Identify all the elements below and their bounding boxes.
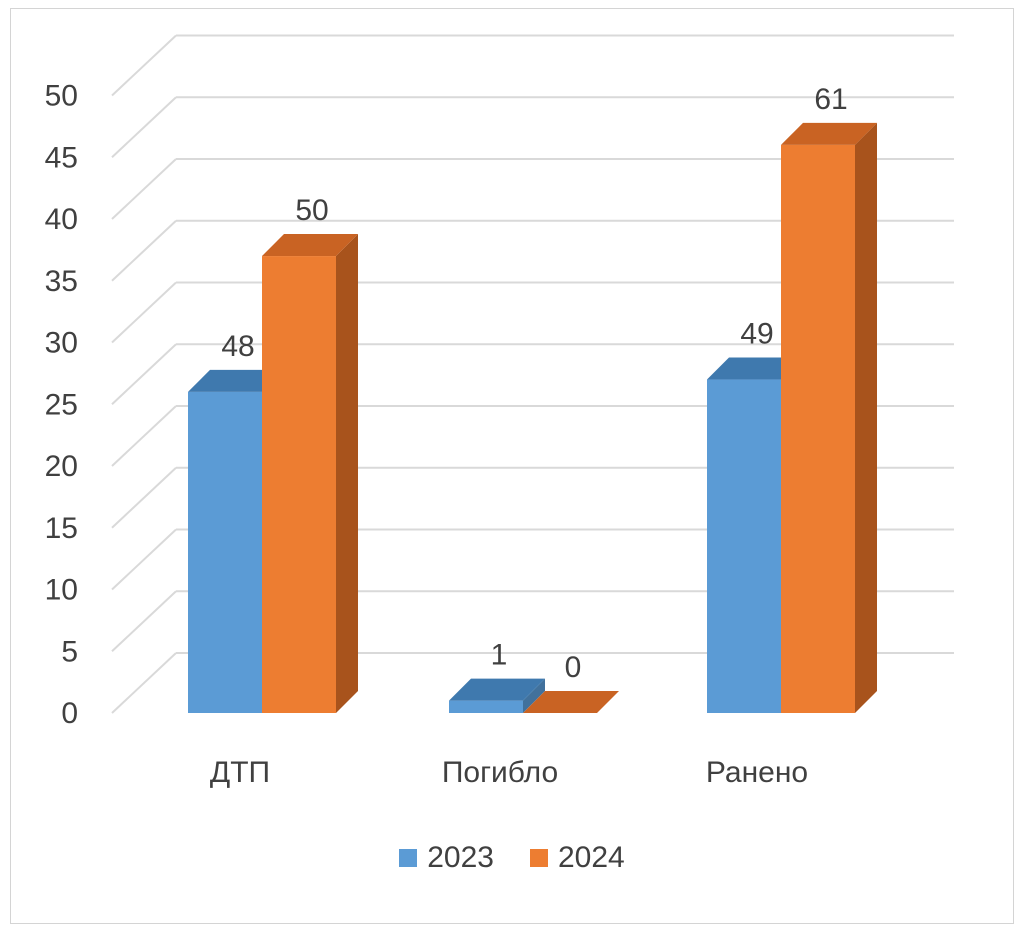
bar-top — [707, 357, 803, 380]
legend-swatch-2023 — [399, 849, 418, 867]
gridline-diagonal — [111, 343, 177, 405]
legend-label-2023: 2023 — [427, 841, 494, 874]
y-tick-label: 15 — [45, 512, 78, 545]
legend-item-2024: 2024 — [530, 841, 625, 875]
bar-front — [781, 144, 855, 713]
data-label: 48 — [221, 330, 254, 363]
bars — [188, 122, 877, 714]
data-label: 50 — [295, 194, 328, 227]
bar — [449, 678, 545, 713]
y-axis: 0 5 10 15 20 25 30 35 40 45 50 — [45, 80, 78, 731]
gridline-diagonal — [111, 220, 177, 282]
bar-top — [262, 234, 358, 257]
data-label: 49 — [740, 318, 773, 351]
y-tick-label: 40 — [45, 203, 78, 236]
legend: 2023 2024 — [0, 838, 1024, 878]
gridline-diagonal — [111, 281, 177, 344]
y-tick-label: 10 — [45, 574, 78, 607]
bar-side — [336, 234, 358, 714]
x-category-label: ДТП — [210, 756, 270, 789]
x-category-label: Погибло — [442, 756, 558, 789]
bar-front — [262, 256, 336, 713]
bar-top — [188, 369, 284, 392]
bar-top — [449, 678, 545, 701]
y-tick-label: 25 — [45, 388, 78, 421]
gridline-diagonal — [111, 590, 177, 652]
y-tick-label: 35 — [45, 265, 78, 298]
bar — [262, 234, 358, 714]
y-tick-label: 45 — [45, 141, 78, 174]
data-label: 1 — [491, 639, 508, 672]
x-category-label: Ранено — [706, 756, 808, 789]
bar-side — [523, 678, 545, 713]
y-tick-label: 0 — [61, 697, 78, 730]
y-tick-label: 30 — [45, 327, 78, 360]
x-axis: ДТП Погибло Ранено — [210, 756, 808, 789]
y-tick-label: 20 — [45, 450, 78, 483]
gridline-diagonal — [111, 96, 177, 158]
gridline-diagonal — [111, 34, 177, 97]
data-label: 0 — [565, 651, 582, 684]
gridline-diagonal — [111, 467, 177, 529]
y-tick-label: 5 — [61, 635, 78, 668]
gridline-diagonal — [111, 405, 177, 467]
legend-label-2024: 2024 — [558, 841, 625, 874]
y-tick-label: 50 — [45, 80, 78, 113]
bar-front — [449, 700, 523, 713]
gridline-diagonal — [111, 652, 177, 714]
bar-side — [855, 122, 877, 713]
data-label: 61 — [814, 83, 847, 116]
data-labels: 48 50 1 0 49 61 — [221, 83, 847, 684]
bar — [781, 122, 877, 713]
bar-front — [707, 379, 781, 713]
gridline-diagonal — [111, 158, 177, 220]
bar-top — [781, 122, 877, 145]
legend-swatch-2024 — [530, 849, 548, 867]
bar-top — [523, 691, 619, 713]
bar — [523, 691, 619, 713]
gridline-diagonal — [111, 528, 177, 591]
legend-item-2023: 2023 — [399, 841, 494, 875]
bar-front — [188, 391, 262, 713]
